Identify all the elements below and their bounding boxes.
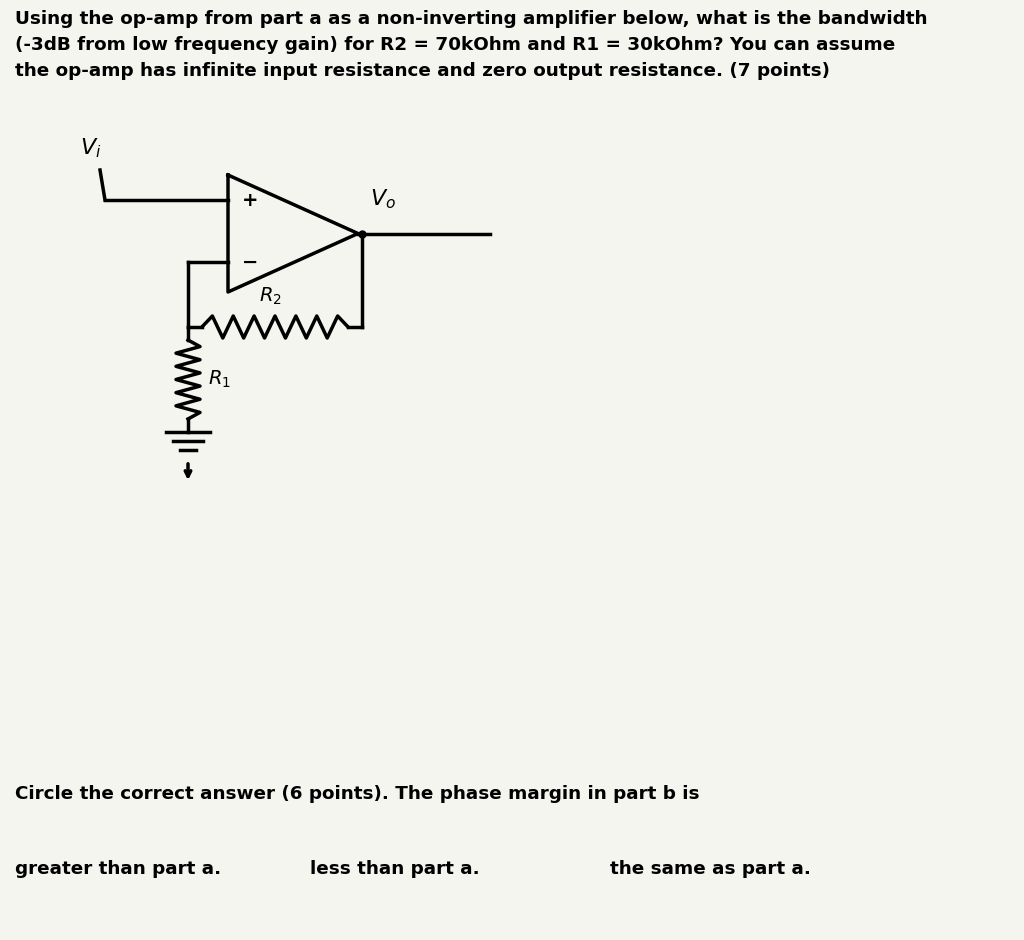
- Text: $R_2$: $R_2$: [259, 286, 282, 307]
- Text: greater than part a.: greater than part a.: [15, 860, 221, 878]
- Text: $V_o$: $V_o$: [370, 188, 396, 212]
- Text: $V_i$: $V_i$: [80, 136, 101, 160]
- Text: the same as part a.: the same as part a.: [610, 860, 811, 878]
- Text: (-3dB from low frequency gain) for R2 = 70kOhm and R1 = 30kOhm? You can assume: (-3dB from low frequency gain) for R2 = …: [15, 36, 895, 54]
- Text: +: +: [242, 191, 258, 210]
- Text: less than part a.: less than part a.: [310, 860, 479, 878]
- Text: −: −: [242, 253, 258, 272]
- Text: the op-amp has infinite input resistance and zero output resistance. (7 points): the op-amp has infinite input resistance…: [15, 62, 830, 80]
- Text: $R_1$: $R_1$: [208, 368, 231, 390]
- Text: Using the op-amp from part a as a non-inverting amplifier below, what is the ban: Using the op-amp from part a as a non-in…: [15, 10, 928, 28]
- Text: Circle the correct answer (6 points). The phase margin in part b is: Circle the correct answer (6 points). Th…: [15, 785, 699, 803]
